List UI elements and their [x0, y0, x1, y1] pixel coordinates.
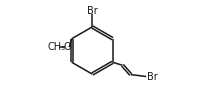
Text: Br: Br: [147, 72, 157, 82]
Text: CH₃: CH₃: [48, 42, 66, 52]
Text: O: O: [63, 42, 71, 52]
Text: Br: Br: [87, 6, 98, 16]
